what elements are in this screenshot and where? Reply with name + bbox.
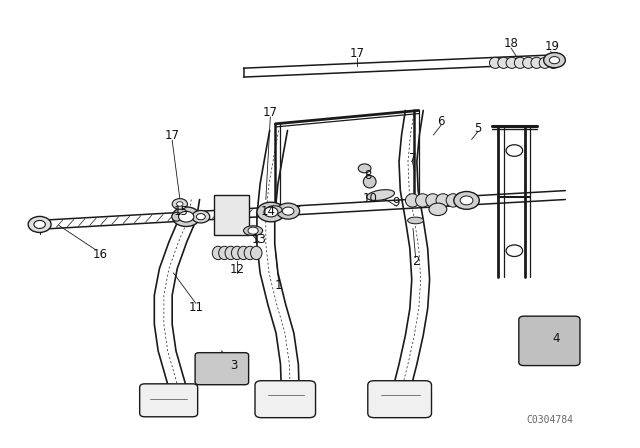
Ellipse shape xyxy=(172,212,181,221)
Ellipse shape xyxy=(436,194,450,207)
Ellipse shape xyxy=(498,57,509,69)
FancyBboxPatch shape xyxy=(140,384,198,417)
Text: 9: 9 xyxy=(393,196,400,209)
Ellipse shape xyxy=(244,226,262,236)
FancyBboxPatch shape xyxy=(368,381,431,418)
Ellipse shape xyxy=(531,57,542,69)
Text: 3: 3 xyxy=(230,359,237,372)
Text: 1: 1 xyxy=(275,279,282,292)
Circle shape xyxy=(506,145,523,156)
FancyBboxPatch shape xyxy=(195,353,248,385)
Text: C0304784: C0304784 xyxy=(527,415,573,425)
Ellipse shape xyxy=(225,246,237,260)
Text: 17: 17 xyxy=(164,129,180,142)
Ellipse shape xyxy=(506,57,518,69)
FancyBboxPatch shape xyxy=(255,381,316,418)
Circle shape xyxy=(257,202,285,222)
Circle shape xyxy=(192,211,210,223)
Text: 16: 16 xyxy=(93,248,108,261)
Circle shape xyxy=(264,207,278,217)
FancyBboxPatch shape xyxy=(519,316,580,366)
Circle shape xyxy=(358,164,371,173)
Ellipse shape xyxy=(244,246,255,260)
Ellipse shape xyxy=(490,57,501,69)
Circle shape xyxy=(172,198,188,209)
Text: 17: 17 xyxy=(263,106,278,119)
Text: 11: 11 xyxy=(188,301,204,314)
Text: 5: 5 xyxy=(474,122,482,135)
Text: 6: 6 xyxy=(437,115,445,128)
Circle shape xyxy=(34,220,45,228)
Ellipse shape xyxy=(364,176,376,188)
Circle shape xyxy=(177,202,183,206)
Text: 12: 12 xyxy=(230,263,244,276)
Ellipse shape xyxy=(415,194,429,207)
Text: 17: 17 xyxy=(349,47,364,60)
Ellipse shape xyxy=(266,206,282,214)
Circle shape xyxy=(179,211,194,222)
Circle shape xyxy=(429,203,447,215)
Text: 2: 2 xyxy=(412,255,419,268)
Ellipse shape xyxy=(219,246,230,260)
Text: 10: 10 xyxy=(362,192,377,205)
Circle shape xyxy=(454,191,479,209)
Text: 19: 19 xyxy=(545,40,560,53)
Ellipse shape xyxy=(446,194,460,207)
Ellipse shape xyxy=(232,246,243,260)
Circle shape xyxy=(28,216,51,233)
Ellipse shape xyxy=(238,246,249,260)
Circle shape xyxy=(549,56,559,64)
Text: 18: 18 xyxy=(504,37,518,50)
Circle shape xyxy=(172,207,200,227)
Text: 15: 15 xyxy=(173,205,189,218)
Circle shape xyxy=(276,203,300,219)
Text: 14: 14 xyxy=(260,205,275,218)
Bar xyxy=(214,194,248,235)
Ellipse shape xyxy=(523,57,534,69)
Circle shape xyxy=(196,214,205,220)
Circle shape xyxy=(460,196,473,205)
Text: 13: 13 xyxy=(252,233,267,246)
Ellipse shape xyxy=(515,57,526,69)
Ellipse shape xyxy=(212,246,224,260)
Circle shape xyxy=(506,245,523,257)
Text: 4: 4 xyxy=(552,332,559,345)
Ellipse shape xyxy=(250,246,262,260)
Ellipse shape xyxy=(426,194,440,207)
Circle shape xyxy=(248,227,258,234)
Ellipse shape xyxy=(367,190,394,200)
Ellipse shape xyxy=(547,57,559,69)
Text: 7: 7 xyxy=(409,151,416,164)
Circle shape xyxy=(543,52,565,68)
Ellipse shape xyxy=(405,194,419,207)
Text: 8: 8 xyxy=(364,168,371,181)
Ellipse shape xyxy=(408,217,424,224)
Circle shape xyxy=(282,207,294,215)
Ellipse shape xyxy=(540,57,550,69)
